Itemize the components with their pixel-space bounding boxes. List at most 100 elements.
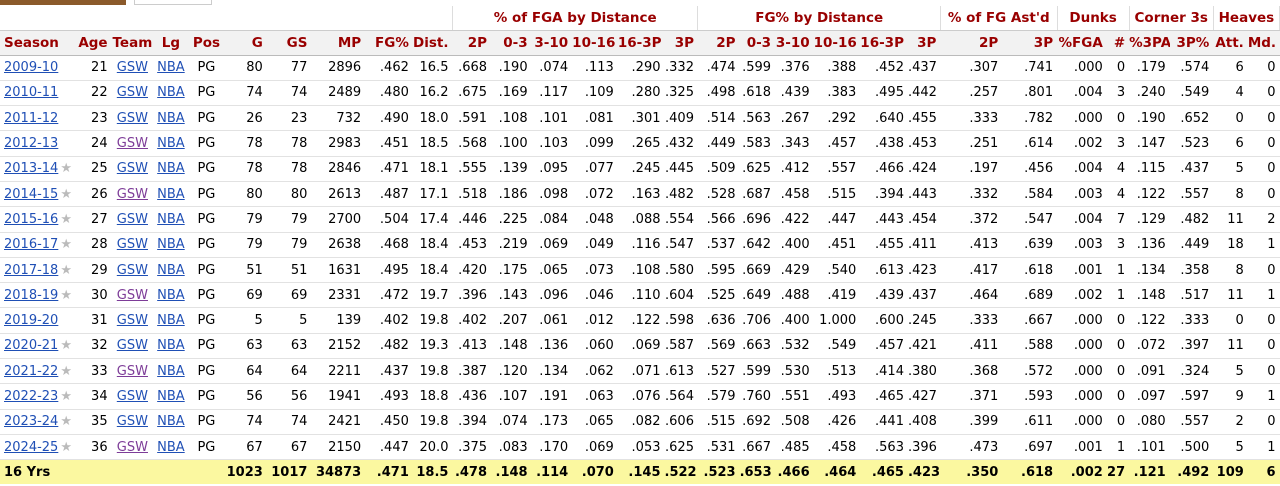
tab-active[interactable] (0, 0, 126, 5)
league-link[interactable]: NBA (157, 414, 185, 430)
league-link[interactable]: NBA (157, 110, 185, 126)
col-header-gs[interactable]: GS (266, 30, 312, 56)
team-link[interactable]: GSW (116, 262, 148, 278)
stat-fga-16-3p: .245 (617, 156, 665, 182)
col-header-corner-3p-pct[interactable]: 3P% (1169, 30, 1214, 56)
stat-g: 63 (224, 333, 267, 360)
league-link[interactable]: NBA (157, 363, 185, 379)
season-link[interactable]: 2011-12 (4, 110, 59, 126)
stat-age: 32 (77, 333, 112, 360)
team-link[interactable]: GSW (116, 211, 148, 227)
col-header-g[interactable]: G (224, 30, 267, 56)
team-link[interactable]: GSW (116, 363, 148, 379)
team-link[interactable]: GSW (116, 60, 148, 76)
col-header-fgp-2p[interactable]: 2P (697, 30, 740, 56)
team-link[interactable]: GSW (116, 237, 148, 253)
stat-fga-10-16: .077 (572, 156, 618, 182)
league-link[interactable]: NBA (157, 85, 185, 101)
team-link[interactable]: GSW (116, 313, 148, 329)
season-link[interactable]: 2014-15 (4, 186, 59, 202)
league-link[interactable]: NBA (157, 287, 185, 303)
season-link[interactable]: 2017-18 (4, 262, 59, 278)
league-link[interactable]: NBA (157, 313, 185, 329)
col-header-heaves-att[interactable]: Att. (1213, 30, 1248, 56)
stat-fgp-2p: .449 (697, 130, 740, 157)
col-header-dunks-pct-fga[interactable]: %FGA (1057, 30, 1107, 56)
league-link[interactable]: NBA (157, 439, 185, 455)
stat-fga-0-3: .107 (491, 383, 532, 410)
col-header-fga-16-3p[interactable]: 16-3P (617, 30, 665, 56)
stat-heaves-made: 0 (1247, 55, 1280, 81)
stat-fgp-3-10: .485 (775, 434, 814, 461)
season-cell: 2015-16 ★ (0, 206, 78, 233)
season-link[interactable]: 2020-21 (4, 338, 59, 354)
tab-inactive[interactable] (134, 0, 212, 5)
league-link[interactable]: NBA (157, 211, 185, 227)
season-link[interactable]: 2015-16 (4, 211, 59, 227)
season-link[interactable]: 2010-11 (4, 85, 59, 101)
stat-pos: PG (188, 130, 225, 157)
col-header-season[interactable]: Season (0, 30, 78, 56)
team-link[interactable]: GSW (116, 136, 148, 152)
col-header-fgp-0-3[interactable]: 0-3 (739, 30, 776, 56)
col-header-dist[interactable]: Dist. (412, 30, 453, 56)
total-g: 1023 (224, 459, 267, 484)
col-header-fga-3p[interactable]: 3P (664, 30, 698, 56)
col-header-age[interactable]: Age (77, 30, 112, 56)
stat-fgp-3-10: .508 (775, 409, 814, 435)
season-link[interactable]: 2016-17 (4, 237, 59, 253)
col-header-fga-3-10[interactable]: 3-10 (531, 30, 573, 56)
col-header-fg-pct[interactable]: FG% (365, 30, 413, 56)
league-link[interactable]: NBA (157, 186, 185, 202)
season-link[interactable]: 2024-25 (4, 439, 59, 455)
col-header-pos[interactable]: Pos (188, 30, 225, 56)
col-header-dunks-count[interactable]: # (1106, 30, 1130, 56)
col-header-mp[interactable]: MP (311, 30, 366, 56)
col-header-lg[interactable]: Lg (153, 30, 189, 56)
stat-team: GSW (111, 105, 154, 132)
group-corner-3s: Corner 3s (1129, 6, 1214, 31)
season-link[interactable]: 2013-14 (4, 161, 59, 177)
league-link[interactable]: NBA (157, 237, 185, 253)
stat-fgp-3-10: .412 (775, 156, 814, 182)
league-link[interactable]: NBA (157, 262, 185, 278)
col-header-fgp-16-3p[interactable]: 16-3P (860, 30, 908, 56)
col-header-fgp-10-16[interactable]: 10-16 (813, 30, 861, 56)
stat-heaves-att: 9 (1213, 383, 1248, 410)
col-header-fga-10-16[interactable]: 10-16 (572, 30, 618, 56)
team-link[interactable]: GSW (116, 439, 148, 455)
team-link[interactable]: GSW (116, 338, 148, 354)
league-link[interactable]: NBA (157, 136, 185, 152)
team-link[interactable]: GSW (116, 389, 148, 404)
stat-corner-pct-3pa: .097 (1129, 383, 1170, 410)
league-link[interactable]: NBA (157, 60, 185, 76)
team-link[interactable]: GSW (116, 414, 148, 430)
team-link[interactable]: GSW (116, 161, 148, 177)
col-header-fga-2p[interactable]: 2P (452, 30, 492, 56)
league-link[interactable]: NBA (157, 161, 185, 177)
stat-fga-0-3: .120 (491, 358, 532, 385)
col-header-fga-0-3[interactable]: 0-3 (491, 30, 532, 56)
team-link[interactable]: GSW (116, 186, 148, 202)
stat-fgp-3-10: .530 (775, 358, 814, 385)
league-link[interactable]: NBA (157, 338, 185, 354)
season-link[interactable]: 2021-22 (4, 363, 59, 379)
col-header-ast-3p[interactable]: 3P (1002, 30, 1058, 56)
season-link[interactable]: 2023-24 (4, 414, 59, 430)
season-link[interactable]: 2012-13 (4, 136, 59, 152)
league-link[interactable]: NBA (157, 389, 185, 404)
team-link[interactable]: GSW (116, 287, 148, 303)
season-link[interactable]: 2009-10 (4, 60, 59, 76)
season-link[interactable]: 2022-23 (4, 389, 59, 404)
col-header-fgp-3p[interactable]: 3P (907, 30, 941, 56)
col-header-heaves-made[interactable]: Md. (1247, 30, 1280, 56)
team-link[interactable]: GSW (116, 110, 148, 126)
col-header-fgp-3-10[interactable]: 3-10 (775, 30, 814, 56)
col-header-team[interactable]: Team (111, 30, 154, 56)
team-link[interactable]: GSW (116, 85, 148, 101)
season-link[interactable]: 2019-20 (4, 313, 59, 329)
stat-fga-0-3: .143 (491, 282, 532, 309)
season-link[interactable]: 2018-19 (4, 287, 59, 303)
col-header-corner-pct-3pa[interactable]: %3PA (1129, 30, 1170, 56)
col-header-ast-2p[interactable]: 2P (940, 30, 1003, 56)
